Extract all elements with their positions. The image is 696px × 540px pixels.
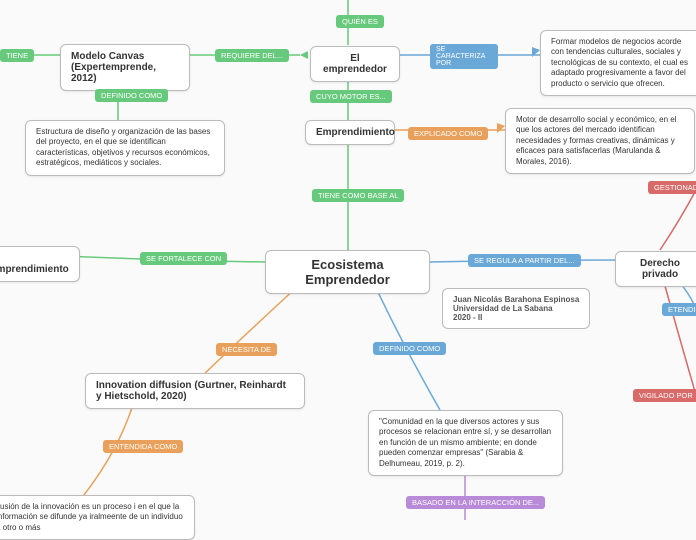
label-entendida: ENTENDIDA COMO bbox=[103, 440, 183, 453]
label-caracteriza: SE CARACTERIZA POR bbox=[430, 44, 498, 69]
label-entendido: ETENDIDO bbox=[662, 303, 696, 316]
emprendedor-node[interactable]: El emprendedor bbox=[310, 46, 400, 82]
label-vigilado: VIGILADO POR bbox=[633, 389, 696, 402]
credit-year: 2020 - II bbox=[453, 313, 579, 322]
emprendimiento-node[interactable]: Emprendimiento bbox=[305, 120, 395, 145]
label-necesita: NECESITA DE bbox=[216, 343, 277, 356]
label-tiene: TIENE bbox=[0, 49, 34, 62]
label-requiere: REQUIERE DEL... bbox=[215, 49, 289, 62]
tendencias-node: Formar modelos de negocios acorde con te… bbox=[540, 30, 696, 96]
comunidad-node: "Comunidad en la que diversos actores y … bbox=[368, 410, 563, 476]
center-node[interactable]: Ecosistema Emprendedor bbox=[265, 250, 430, 294]
label-fortalece: SE FORTALECE CON bbox=[140, 252, 227, 265]
motor-node: Motor de desarrollo social y económico, … bbox=[505, 108, 695, 174]
credit-name: Juan Nicolás Barahona Espinosa bbox=[453, 295, 579, 304]
label-explicado: EXPLICADO COMO bbox=[408, 127, 488, 140]
label-definido1: DEFINIDO COMO bbox=[95, 89, 168, 102]
label-quien-es: QUIÉN ES bbox=[336, 15, 384, 28]
credit-uni: Universidad de La Sabana bbox=[453, 304, 579, 313]
label-gestionado: GESTIONADO bbox=[648, 181, 696, 194]
label-basado: BASADO EN LA INTERACCIÓN DE... bbox=[406, 496, 545, 509]
canvas-def-node: Estructura de diseño y organización de l… bbox=[25, 120, 225, 176]
label-regula: SE REGULA A PARTIR DEL... bbox=[468, 254, 581, 267]
canvas-node[interactable]: Modelo Canvas (Expertemprende, 2012) bbox=[60, 44, 190, 91]
innovation-node[interactable]: Innovation diffusion (Gurtner, Reinhardt… bbox=[85, 373, 305, 409]
emprend-left-node[interactable]: e emprendimiento bbox=[0, 246, 80, 282]
label-tiene-base: TIENE COMO BASE AL bbox=[312, 189, 404, 202]
label-cuyo-motor: CUYO MOTOR ES... bbox=[310, 90, 392, 103]
difusion-node: ifusión de la innovación es un proceso i… bbox=[0, 495, 195, 540]
credit-box: Juan Nicolás Barahona Espinosa Universid… bbox=[442, 288, 590, 329]
derecho-node[interactable]: Derecho privado bbox=[615, 251, 696, 287]
label-definido2: DEFINIDO COMO bbox=[373, 342, 446, 355]
